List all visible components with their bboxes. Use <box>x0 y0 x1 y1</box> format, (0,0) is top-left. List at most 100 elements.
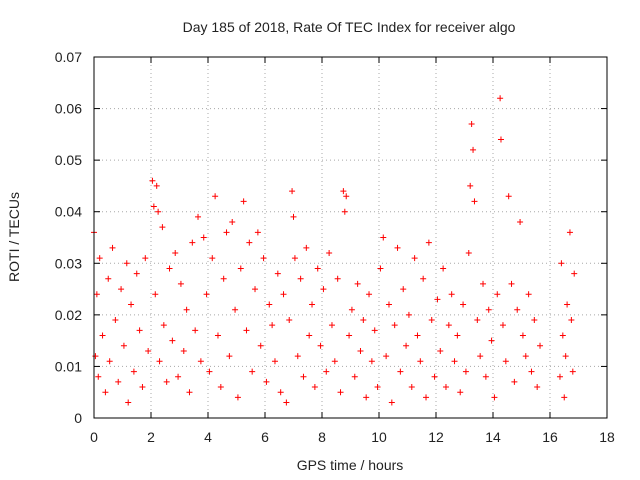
data-point <box>229 219 236 226</box>
data-point <box>411 255 418 262</box>
data-point <box>491 394 498 401</box>
data-point <box>340 188 347 195</box>
data-point <box>397 368 404 375</box>
y-tick-label: 0.03 <box>55 255 82 271</box>
x-tick-label: 4 <box>204 429 212 445</box>
data-point <box>172 249 179 256</box>
data-point <box>263 378 270 385</box>
x-tick-label: 2 <box>147 429 155 445</box>
data-point <box>106 358 113 365</box>
data-point <box>120 342 127 349</box>
data-point <box>133 270 140 277</box>
data-point <box>537 342 544 349</box>
data-point <box>300 373 307 380</box>
data-point <box>470 146 477 153</box>
scatter-points <box>91 95 578 406</box>
data-point <box>502 358 509 365</box>
data-point <box>220 275 227 282</box>
data-point <box>214 332 221 339</box>
plot-frame <box>93 56 608 419</box>
data-point <box>408 384 415 391</box>
y-tick-label: 0 <box>74 410 82 426</box>
data-point <box>328 322 335 329</box>
data-point <box>277 389 284 396</box>
data-point <box>192 327 199 334</box>
data-point <box>160 322 167 329</box>
data-point <box>505 193 512 200</box>
data-point <box>130 368 137 375</box>
y-tick-label: 0.01 <box>55 358 82 374</box>
data-point <box>482 373 489 380</box>
data-point <box>297 275 304 282</box>
data-point <box>169 337 176 344</box>
data-point <box>400 286 407 293</box>
data-point <box>217 384 224 391</box>
data-point <box>145 347 152 354</box>
data-point <box>246 239 253 246</box>
data-point <box>341 208 348 215</box>
x-tick-label: 18 <box>599 429 615 445</box>
data-point <box>559 332 566 339</box>
data-point <box>465 249 472 256</box>
data-point <box>212 193 219 200</box>
data-point <box>391 322 398 329</box>
axis-ticks: 0 2 4 6 8 10 12 14 16 18 0 0.01 0.02 0.03 0.04 0.05 0.06… <box>55 49 615 445</box>
data-point <box>203 291 210 298</box>
data-point <box>257 342 264 349</box>
data-point <box>209 255 216 262</box>
data-point <box>431 373 438 380</box>
x-tick-label: 16 <box>542 429 558 445</box>
data-point <box>374 384 381 391</box>
data-point <box>331 358 338 365</box>
data-point <box>260 255 267 262</box>
chart-title: Day 185 of 2018, Rate Of TEC Index for r… <box>183 19 516 35</box>
data-point <box>175 373 182 380</box>
data-point <box>195 213 202 220</box>
data-point <box>528 368 535 375</box>
data-point <box>467 182 474 189</box>
data-point <box>177 280 184 287</box>
data-point <box>420 275 427 282</box>
data-point <box>571 270 578 277</box>
data-point <box>156 358 163 365</box>
x-axis-label: GPS time / hours <box>297 457 404 473</box>
data-point <box>326 249 333 256</box>
data-point <box>525 291 532 298</box>
data-point <box>309 301 316 308</box>
data-point <box>159 224 166 231</box>
data-point <box>234 394 241 401</box>
data-point <box>223 229 230 236</box>
data-point <box>354 280 361 287</box>
x-tick-label: 14 <box>485 429 501 445</box>
data-point <box>243 327 250 334</box>
data-point <box>291 255 298 262</box>
data-point <box>428 317 435 324</box>
data-point <box>152 291 159 298</box>
data-point <box>522 353 529 360</box>
data-point <box>95 373 102 380</box>
y-tick-label: 0.06 <box>55 101 82 117</box>
data-point <box>311 384 318 391</box>
data-point <box>531 317 538 324</box>
data-point <box>457 389 464 396</box>
data-point <box>125 399 132 406</box>
data-point <box>323 368 330 375</box>
data-point <box>334 275 341 282</box>
data-point <box>237 265 244 272</box>
data-point <box>197 358 204 365</box>
data-point <box>480 280 487 287</box>
data-point <box>403 342 410 349</box>
data-point <box>448 291 455 298</box>
data-point <box>163 378 170 385</box>
data-point <box>477 353 484 360</box>
data-point <box>360 317 367 324</box>
data-point <box>451 358 458 365</box>
data-point <box>377 265 384 272</box>
data-point <box>357 347 364 354</box>
data-point <box>105 275 112 282</box>
data-point <box>240 198 247 205</box>
data-point <box>128 301 135 308</box>
data-point <box>96 255 103 262</box>
y-tick-label: 0.05 <box>55 152 82 168</box>
data-point <box>320 286 327 293</box>
